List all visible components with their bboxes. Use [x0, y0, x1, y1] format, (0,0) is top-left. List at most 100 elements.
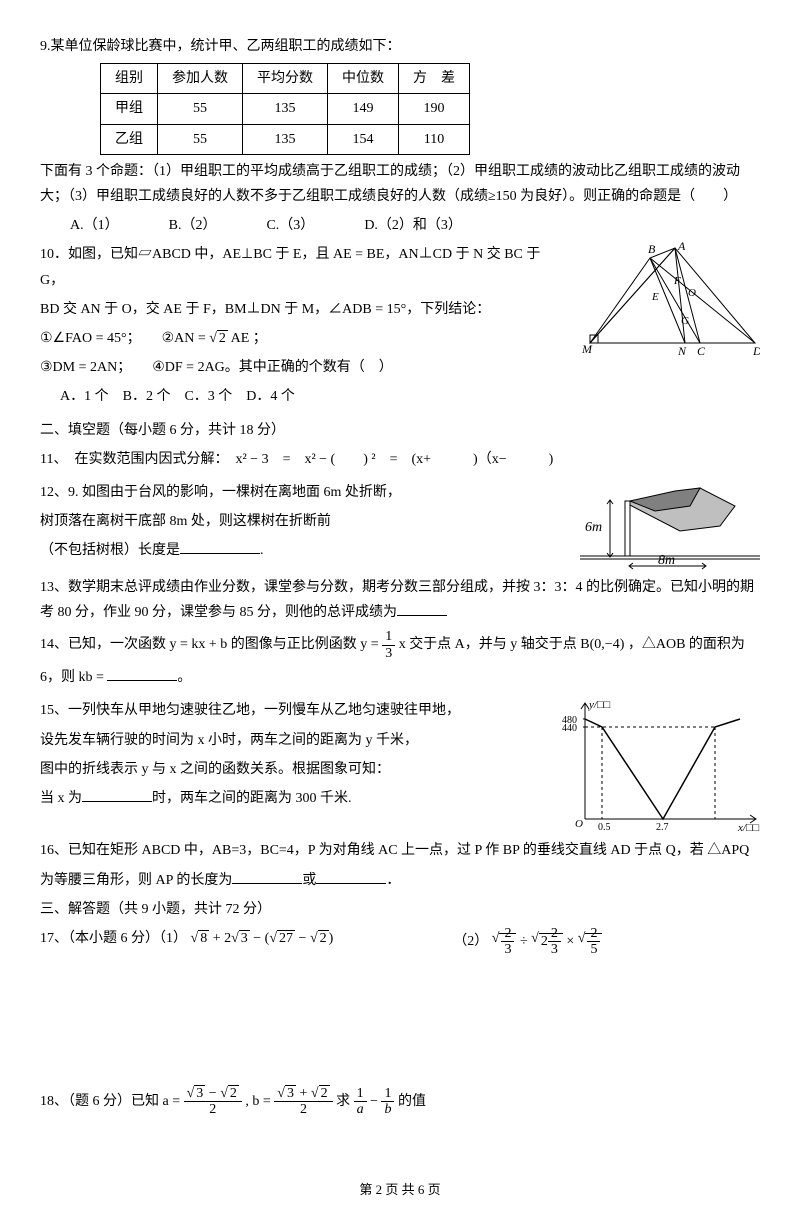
q15-l1: 15、一列快车从甲地匀速驶往乙地，一列慢车从乙地匀速驶往甲地， [40, 698, 550, 723]
cell: 55 [158, 94, 243, 124]
q12-l3: （不包括树根）长度是. [40, 538, 570, 563]
t: − [295, 931, 310, 946]
svg-text:F: F [673, 275, 681, 287]
q16-l2: 为等腰三角形，则 AP 的长度为或． [40, 868, 760, 893]
svg-text:D: D [752, 344, 760, 358]
col-header: 中位数 [328, 64, 399, 94]
t: 2 [541, 934, 548, 949]
t: − ( [250, 931, 270, 946]
q10-c2: ③DM = 2AN； ④DF = 2AG。其中正确的个数有（ ） [40, 355, 550, 380]
col-header: 平均分数 [243, 64, 328, 94]
svg-text:8m: 8m [658, 553, 675, 568]
fraction-icon: 3 + 2 2 [274, 1086, 332, 1118]
blank [82, 787, 152, 802]
fraction-icon: 1b [381, 1086, 394, 1118]
cell: 149 [328, 94, 399, 124]
q18-post: 的值 [398, 1094, 426, 1109]
svg-text:O: O [688, 287, 696, 299]
svg-text:O: O [575, 818, 583, 830]
svg-text:440: 440 [562, 723, 577, 734]
cell: 乙组 [101, 124, 158, 154]
q10-l2: BD 交 AN 于 O，交 AE 于 F，BM⊥DN 于 M，∠ADB = 15… [40, 297, 550, 322]
q18: 18、（题 6 分）已知 a = 3 − 2 2 , b = 3 + 2 2 求… [40, 1086, 760, 1118]
fraction-icon: 1a [354, 1086, 367, 1118]
q16-l1: 16、已知在矩形 ABCD 中，AB=3，BC=4，P 为对角线 AC 上一点，… [40, 838, 760, 863]
fraction-icon: 3 − 2 2 [184, 1086, 242, 1118]
q15-l4a: 当 x 为 [40, 791, 82, 806]
sqrt-icon: 25 [578, 926, 603, 958]
q15-l2: 设先发车辆行驶的时间为 x 小时，两车之间的距离为 y 千米， [40, 728, 550, 753]
q18-mid3: − [370, 1094, 381, 1109]
t: − [205, 1086, 220, 1101]
q18-pre: 18、（题 6 分）已知 a = [40, 1094, 184, 1109]
q16-l2b: 或 [302, 873, 316, 888]
q14-pre: 14、已知，一次函数 y = kx + b 的图像与正比例函数 y = [40, 637, 382, 652]
q10-figure: B A M N C D E F O G [560, 238, 760, 358]
section-3-title: 三、解答题（共 9 小题，共计 72 分） [40, 897, 760, 922]
q14-l2-text: 6，则 kb = [40, 670, 107, 685]
svg-text:0.5: 0.5 [598, 822, 611, 833]
cell: 154 [328, 124, 399, 154]
q12-l3-text: （不包括树根）长度是 [40, 543, 180, 558]
svg-text:C: C [697, 344, 706, 358]
q17-label2: （2） [453, 934, 488, 949]
svg-text:E: E [651, 291, 659, 303]
table-row: 乙组 55 135 154 110 [101, 124, 470, 154]
svg-text:A: A [677, 239, 686, 253]
svg-text:x/□□: x/□□ [737, 822, 760, 834]
cell: 135 [243, 94, 328, 124]
q18-mid1: , b = [245, 1094, 274, 1109]
sqrt-icon: 3 [231, 926, 250, 951]
q16-l2c: ． [386, 873, 400, 888]
svg-text:B: B [648, 242, 656, 256]
q17-part2: （2） 23 ÷ 223 × 25 [453, 926, 602, 958]
option-d: D.（2）和（3） [364, 213, 462, 238]
blank [232, 869, 302, 884]
q15-chart: y/□□ x/□□ O 480 440 0.5 2.7 [560, 694, 760, 834]
cell: 110 [399, 124, 470, 154]
q10-c1: ①∠FAO = 45°； ②AN = 2 AE ； [40, 326, 550, 351]
q11: 11、 在实数范围内因式分解： x² − 3 = x² − ( ) ² = (x… [40, 447, 760, 472]
blank [107, 666, 177, 681]
q17: 17、（本小题 6 分）（1） 8 + 23 − (27 − 2) （2） 23… [40, 926, 760, 958]
sqrt-icon: 8 [191, 926, 210, 951]
q10-c1a: ①∠FAO = 45°； ②AN = [40, 331, 209, 346]
sqrt-icon: 23 [492, 926, 517, 958]
q9-sub: 下面有 3 个命题：（1）甲组职工的平均成绩高于乙组职工的成绩；（2）甲组职工成… [40, 159, 760, 209]
blank [180, 539, 260, 554]
q9-table: 组别 参加人数 平均分数 中位数 方 差 甲组 55 135 149 190 乙… [100, 63, 470, 155]
q15-l4b: 时，两车之间的距离为 300 千米. [152, 791, 352, 806]
q13: 13、数学期末总评成绩由作业分数，课堂参与分数，期考分数三部分组成，并按 3：3… [40, 575, 760, 625]
cell: 甲组 [101, 94, 158, 124]
q18-mid2: 求 [336, 1094, 354, 1109]
q15-l3: 图中的折线表示 y 与 x 之间的函数关系。根据图象可知： [40, 757, 550, 782]
q10-c1b: AE ； [228, 331, 267, 346]
q9-stem: 9.某单位保龄球比赛中，统计甲、乙两组职工的成绩如下： [40, 34, 760, 59]
q12-l1: 12、9. 如图由于台风的影响，一棵树在离地面 6m 处折断， [40, 480, 570, 505]
q12-l2: 树顶落在离树干底部 8m 处，则这棵树在折断前 [40, 509, 570, 534]
q17-part1: 17、（本小题 6 分）（1） 8 + 23 − (27 − 2) [40, 926, 333, 958]
col-header: 组别 [101, 64, 158, 94]
svg-text:y/□□: y/□□ [588, 699, 611, 711]
svg-text:G: G [681, 315, 689, 327]
svg-text:6m: 6m [585, 520, 602, 535]
col-header: 参加人数 [158, 64, 243, 94]
q12-figure: 6m 8m [580, 476, 760, 571]
svg-text:N: N [677, 344, 687, 358]
t: + 2 [209, 931, 231, 946]
q9-options: A.（1） B.（2） C.（3） D.（2）和（3） [40, 213, 760, 238]
option-c: C.（3） [266, 213, 314, 238]
q17-label: 17、（本小题 6 分）（1） [40, 931, 187, 946]
blank [397, 601, 447, 616]
q14-l1: 14、已知，一次函数 y = kx + b 的图像与正比例函数 y = 13 x… [40, 629, 760, 661]
fraction-icon: 13 [382, 629, 395, 661]
cell: 190 [399, 94, 470, 124]
svg-text:M: M [581, 342, 593, 356]
q15-l4: 当 x 为 时，两车之间的距离为 300 千米. [40, 786, 550, 811]
cell: 135 [243, 124, 328, 154]
svg-text:2.7: 2.7 [656, 822, 669, 833]
cell: 55 [158, 124, 243, 154]
table-row: 组别 参加人数 平均分数 中位数 方 差 [101, 64, 470, 94]
section-2-title: 二、填空题（每小题 6 分，共计 18 分） [40, 418, 760, 443]
option-a: A.（1） [70, 213, 119, 238]
